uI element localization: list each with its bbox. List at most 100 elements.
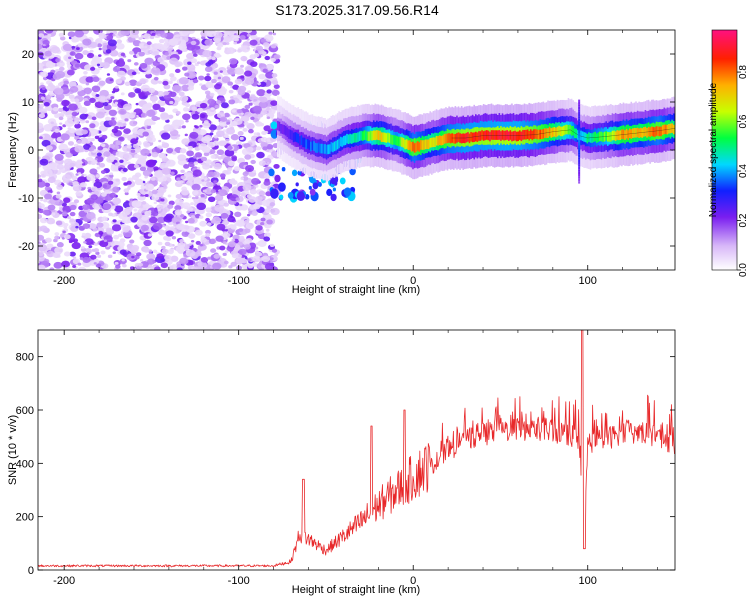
noise-speckle [205, 217, 211, 222]
noise-speckle [253, 53, 260, 58]
noise-speckle [265, 228, 270, 232]
ridge-segment [671, 123, 673, 133]
noise-speckle [108, 109, 118, 117]
ridge-segment [545, 128, 548, 138]
noise-speckle [248, 102, 253, 106]
noise-speckle [204, 187, 214, 195]
noise-speckle [59, 60, 64, 63]
noise-speckle [133, 62, 139, 66]
noise-speckle [240, 177, 245, 180]
noise-speckle [258, 190, 266, 196]
noise-speckle [63, 197, 71, 203]
ridge-segment [534, 129, 537, 139]
transition-blob [278, 194, 284, 200]
noise-speckle [270, 100, 278, 106]
noise-speckle [243, 244, 251, 250]
colorbar-label: Normalized spectral amplitude [708, 82, 719, 217]
ridge-segment [533, 129, 535, 139]
noise-speckle [114, 85, 119, 89]
ridge-segment [624, 130, 626, 140]
ridge-segment [518, 130, 521, 140]
snr-marks [38, 330, 675, 568]
noise-speckle [86, 212, 96, 220]
noise-speckle [215, 235, 224, 242]
noise-speckle [38, 241, 41, 244]
ridge-segment [311, 140, 314, 151]
vertical-streak [578, 152, 581, 155]
noise-speckle [73, 199, 80, 204]
noise-speckle [145, 124, 152, 129]
noise-speckle [53, 87, 64, 95]
ridge-segment [332, 142, 334, 153]
noise-speckle [174, 62, 181, 68]
noise-speckle [69, 204, 77, 211]
ridge-segment [446, 133, 449, 144]
ridge-segment [355, 132, 358, 143]
ridge-segment [322, 144, 325, 154]
ridge-segment [360, 130, 362, 141]
noise-speckle [255, 146, 262, 151]
noise-speckle [213, 162, 222, 170]
noise-speckle [87, 115, 93, 119]
noise-speckle [132, 144, 139, 149]
ridge-segment [537, 129, 540, 140]
noise-speckle [231, 109, 236, 113]
noise-speckle [272, 32, 277, 36]
ridge-segment [485, 130, 488, 140]
noise-speckle [95, 263, 102, 268]
ridge-segment [313, 141, 315, 151]
noise-speckle [185, 249, 196, 258]
noise-speckle [62, 230, 66, 234]
noise-speckle [131, 244, 140, 251]
noise-speckle [218, 140, 226, 147]
noise-speckle [270, 150, 279, 157]
noise-speckle [261, 199, 271, 207]
ridge-segment [660, 126, 662, 137]
noise-speckle [54, 232, 60, 236]
noise-speckle [258, 101, 268, 109]
noise-speckle [85, 82, 90, 86]
noise-speckle [255, 45, 264, 52]
noise-speckle [96, 43, 103, 48]
noise-speckle [178, 77, 189, 85]
noise-speckle [203, 152, 210, 157]
noise-speckle [249, 189, 257, 195]
noise-speckle [231, 180, 238, 186]
transition-blob [309, 188, 316, 196]
noise-speckle [210, 161, 216, 166]
noise-speckle [179, 95, 189, 102]
ridge-segment [409, 140, 411, 150]
noise-speckle [82, 143, 91, 150]
ridge-segment [328, 144, 331, 154]
noise-speckle [224, 149, 235, 157]
noise-speckle [243, 41, 249, 46]
noise-speckle [117, 121, 123, 126]
noise-speckle [255, 195, 263, 202]
noise-speckle [73, 37, 80, 43]
colorbar-tick-label: 0.4 [738, 164, 749, 178]
noise-speckle [62, 179, 68, 183]
noise-speckle [110, 96, 115, 100]
noise-speckle [140, 182, 145, 186]
ridge-segment [613, 130, 615, 141]
noise-speckle [55, 220, 63, 226]
ridge-segment [556, 126, 559, 137]
noise-speckle [82, 38, 92, 46]
ridge-segment [308, 140, 311, 150]
noise-speckle [71, 181, 79, 187]
noise-speckle [231, 156, 237, 162]
noise-speckle [235, 141, 242, 146]
noise-speckle [172, 84, 181, 92]
noise-speckle [46, 217, 56, 225]
noise-speckle [144, 45, 148, 49]
noise-speckle [175, 110, 181, 115]
noise-speckle [121, 219, 127, 224]
ridge-segment [344, 135, 347, 146]
noise-speckle [227, 160, 235, 167]
noise-speckle [114, 261, 119, 265]
colorbar-frame [711, 29, 738, 271]
noise-speckle [161, 248, 169, 255]
ridge-segment [341, 137, 344, 147]
noise-speckle [171, 236, 177, 240]
x-tick-label: -200 [53, 275, 75, 287]
